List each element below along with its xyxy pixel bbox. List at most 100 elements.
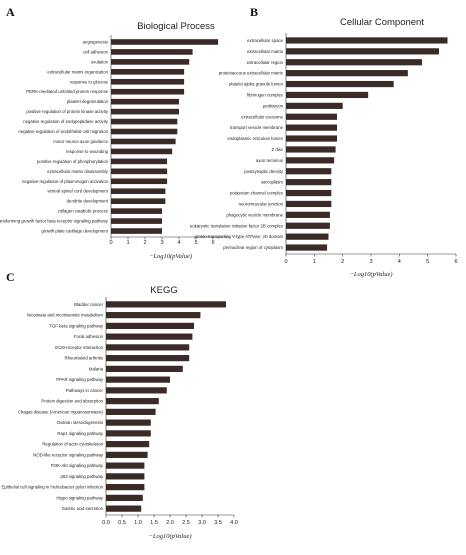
category-label: Hippo signaling pathway	[56, 495, 103, 500]
x-tick-label: 1.5	[150, 520, 158, 526]
x-tick-label: 3.0	[198, 520, 206, 526]
bar	[106, 376, 170, 383]
panel-b: B Cellular Component extracellular space ex…	[190, 5, 458, 278]
bar	[106, 505, 142, 512]
bar	[286, 80, 394, 88]
bar	[286, 146, 336, 153]
category-label: motor neuron axon guidance	[53, 139, 108, 144]
category-label: platelet alpha granule lumen	[229, 82, 284, 87]
category-label: transport vesicle membrane	[230, 125, 284, 130]
bar	[286, 211, 330, 218]
category-label: NOD-like receptor signaling pathway	[33, 452, 104, 457]
category-label: Regulation of actin cytoskeleton	[42, 442, 103, 447]
category-label: response to wounding	[66, 149, 109, 154]
panel-letter: A	[6, 5, 15, 19]
category-label: fibrinogen complex	[247, 92, 284, 97]
bar	[106, 333, 193, 340]
category-label: Focal adhesion	[74, 334, 104, 339]
x-tick-label: 0	[109, 240, 112, 246]
category-label: eukaryotic translation initiation factor…	[190, 223, 284, 228]
bar	[106, 387, 167, 394]
category-label: perikaryon	[263, 103, 284, 108]
category-label: PI3K-Akt signaling pathway	[51, 463, 104, 468]
category-label: Gastric acid secretion	[62, 506, 104, 511]
bar	[286, 59, 422, 66]
bar	[286, 222, 330, 229]
category-label: positive regulation of phosphorylation	[37, 159, 109, 164]
category-label: cell adhesion	[83, 49, 109, 54]
bar	[111, 118, 178, 125]
bar	[111, 138, 176, 145]
bar	[111, 158, 168, 165]
category-label: dendrite development	[67, 199, 109, 204]
category-label: axon terminus	[256, 158, 283, 163]
x-tick-label: 0.0	[102, 520, 110, 526]
category-label: phagocytic vesicle membrane	[226, 212, 283, 217]
bar	[111, 198, 166, 204]
chart-title: KEGG	[150, 285, 177, 296]
category-label: ECM-receptor interaction	[55, 345, 103, 350]
bar	[106, 398, 159, 405]
x-tick-label: 3.5	[214, 520, 222, 526]
category-label: sarcoplasm	[261, 180, 283, 185]
category-label: Pathways in cancer	[66, 388, 104, 393]
category-label: p53 signaling pathway	[60, 474, 103, 479]
bar	[286, 48, 439, 55]
x-tick-label: 1	[126, 240, 129, 246]
x-tick-label: 6	[454, 259, 457, 265]
bar	[286, 91, 369, 99]
x-tick-label: 1	[313, 259, 316, 265]
bar	[111, 98, 179, 105]
x-tick-label: 2.0	[166, 520, 174, 526]
bar	[111, 168, 168, 175]
category-label: Chagas disease (American trypanosomiasis…	[18, 409, 104, 414]
category-label: negative regulation of endopeptidase act…	[23, 119, 109, 124]
x-axis-label: −Log10(pValue)	[349, 271, 392, 278]
bar	[111, 188, 166, 195]
panel-letter: B	[250, 5, 258, 19]
x-tick-label: 4	[398, 259, 401, 265]
bar	[106, 355, 190, 362]
bar	[106, 301, 226, 308]
category-label: postsynaptic density	[244, 169, 284, 174]
x-tick-label: 6	[211, 240, 214, 246]
x-tick-label: 4	[177, 240, 180, 246]
category-label: Ovarian steroidogenesis	[57, 420, 103, 425]
category-label: positive regulation of protein kinase ac…	[26, 109, 109, 114]
bar	[111, 39, 219, 45]
chart-title: Cellular Component	[340, 17, 424, 28]
bar	[106, 430, 151, 437]
category-label: extracellular matrix disassembly	[47, 169, 109, 174]
category-label: proteinaceous extracellular matrix	[219, 71, 284, 76]
x-axis-label: −Log10(pValue)	[149, 253, 192, 260]
category-label: Nicotinate and nicotinamide metabolism	[27, 313, 103, 318]
bar	[286, 189, 332, 197]
bar	[111, 49, 193, 55]
bar	[106, 419, 151, 426]
bar	[106, 312, 201, 319]
bar	[106, 462, 145, 469]
panel-a: A Biological Process angiogenesis cell adhe…	[0, 5, 230, 260]
bar	[111, 108, 179, 115]
category-label: extracellular region	[247, 60, 284, 65]
bar	[286, 179, 332, 186]
x-tick-label: 2.5	[182, 520, 190, 526]
category-label: Epithelial cell signaling in Helicobacte…	[1, 485, 103, 490]
x-tick-label: 0	[284, 259, 287, 265]
bar	[106, 451, 148, 458]
bar	[111, 178, 168, 185]
bar	[111, 228, 162, 234]
x-tick-label: 0.5	[118, 520, 126, 526]
category-label: extracellular matrix	[247, 49, 284, 54]
category-label: negative regulation of plasminogen activ…	[22, 179, 109, 184]
bar	[111, 69, 185, 75]
category-label: potassium channel complex	[230, 191, 284, 196]
bar	[111, 88, 185, 95]
category-label: TGF-beta signaling pathway	[49, 323, 104, 328]
bar	[286, 102, 343, 109]
bar	[286, 168, 332, 175]
category-label: extracellular exosome	[241, 114, 283, 119]
x-axis-label: −Log10(pValue)	[148, 533, 191, 540]
